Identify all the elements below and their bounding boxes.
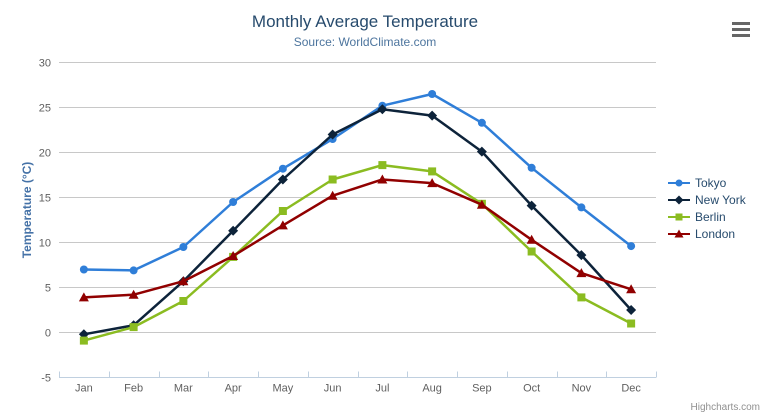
data-point-marker[interactable] bbox=[428, 90, 437, 98]
data-point-marker[interactable] bbox=[228, 225, 239, 236]
data-point-marker[interactable] bbox=[476, 146, 487, 157]
x-axis-tick-label: May bbox=[272, 383, 293, 395]
data-point-marker[interactable] bbox=[626, 284, 637, 294]
data-point-marker[interactable] bbox=[377, 104, 388, 115]
hamburger-icon bbox=[732, 34, 750, 37]
axis-labels: -5 0 5 10 15 20 25 30 Jan Feb Mar Apr May Jun Jul Aug Se… bbox=[39, 58, 642, 395]
data-point-marker[interactable] bbox=[278, 207, 287, 215]
data-point-marker[interactable] bbox=[228, 251, 239, 260]
data-point-marker[interactable] bbox=[627, 319, 636, 328]
legend-item-berlin[interactable]: Berlin bbox=[668, 209, 746, 224]
x-axis-tick-label: Aug bbox=[422, 383, 442, 395]
legend-item-london[interactable]: London bbox=[668, 226, 746, 241]
data-point-marker[interactable] bbox=[577, 293, 586, 302]
chart-subtitle: Source: WorldClimate.com bbox=[293, 35, 437, 49]
data-point-marker[interactable] bbox=[576, 268, 587, 278]
legend-item-tokyo[interactable]: Tokyo bbox=[668, 175, 746, 190]
data-point-marker[interactable] bbox=[128, 289, 139, 299]
data-point-marker[interactable] bbox=[526, 200, 537, 211]
diamond-legend-marker-icon bbox=[668, 195, 690, 204]
triangle-icon bbox=[674, 229, 684, 237]
data-point-marker[interactable] bbox=[129, 323, 138, 332]
credits-link[interactable]: Highcharts.com bbox=[690, 402, 760, 413]
data-point-marker[interactable] bbox=[229, 198, 238, 206]
data-point-marker[interactable] bbox=[577, 203, 586, 212]
square-icon bbox=[675, 213, 683, 220]
series-line[interactable] bbox=[82, 163, 633, 342]
data-point-marker[interactable] bbox=[278, 164, 287, 173]
data-point-marker[interactable] bbox=[576, 250, 587, 261]
hamburger-icon bbox=[732, 28, 750, 31]
x-axis-tick-label: Dec bbox=[621, 383, 641, 395]
data-point-marker[interactable] bbox=[129, 266, 138, 275]
data-point-marker[interactable] bbox=[526, 234, 537, 244]
data-point-marker[interactable] bbox=[527, 247, 536, 256]
legend: Tokyo New York Berlin London bbox=[668, 175, 746, 241]
data-point-marker[interactable] bbox=[179, 243, 188, 251]
circle-legend-marker-icon bbox=[668, 179, 690, 186]
y-axis-tick-label: 30 bbox=[39, 58, 51, 70]
data-point-marker[interactable] bbox=[178, 276, 189, 286]
data-point-marker[interactable] bbox=[78, 292, 89, 302]
x-axis-tick-label: Jan bbox=[75, 383, 93, 395]
y-axis-tick-label: -5 bbox=[41, 373, 51, 385]
x-axis-tick-label: Jun bbox=[324, 383, 342, 395]
series-line[interactable] bbox=[82, 92, 633, 272]
legend-item-label: London bbox=[695, 226, 736, 241]
data-point-marker[interactable] bbox=[277, 174, 288, 185]
data-point-marker[interactable] bbox=[428, 167, 437, 176]
y-axis-tick-label: 15 bbox=[39, 193, 51, 205]
x-axis-tick-label: Sep bbox=[472, 383, 492, 395]
triangle-legend-marker-icon bbox=[668, 229, 690, 237]
x-axis-tick-label: Feb bbox=[124, 383, 143, 395]
data-point-marker[interactable] bbox=[179, 297, 188, 305]
x-axis-tick-label: Nov bbox=[572, 383, 592, 395]
legend-item-new-york[interactable]: New York bbox=[668, 192, 746, 207]
series-london bbox=[78, 174, 637, 302]
series-tokyo bbox=[79, 90, 636, 275]
data-point-marker[interactable] bbox=[427, 110, 438, 121]
data-point-marker[interactable] bbox=[626, 305, 637, 315]
data-point-marker[interactable] bbox=[327, 129, 338, 140]
data-point-marker[interactable] bbox=[378, 161, 387, 170]
data-point-marker[interactable] bbox=[327, 190, 338, 200]
y-axis-tick-label: 20 bbox=[39, 148, 51, 160]
x-axis-tick-label: Oct bbox=[523, 383, 540, 395]
y-axis-tick-label: 5 bbox=[45, 283, 51, 295]
series-line[interactable] bbox=[82, 108, 633, 336]
y-axis-tick-label: 10 bbox=[39, 238, 51, 250]
y-axis-tick-label: 25 bbox=[39, 103, 51, 115]
square-legend-marker-icon bbox=[668, 213, 690, 220]
data-point-marker[interactable] bbox=[477, 118, 486, 127]
legend-item-label: New York bbox=[695, 192, 746, 207]
data-point-marker[interactable] bbox=[476, 199, 487, 209]
hamburger-icon bbox=[732, 22, 750, 25]
data-point-marker[interactable] bbox=[277, 220, 288, 230]
data-point-marker[interactable] bbox=[79, 336, 88, 345]
gridlines bbox=[59, 62, 656, 333]
x-axis bbox=[59, 371, 657, 378]
legend-item-label: Berlin bbox=[695, 209, 726, 224]
data-point-marker[interactable] bbox=[627, 242, 636, 251]
data-point-marker[interactable] bbox=[527, 163, 536, 172]
legend-item-label: Tokyo bbox=[695, 175, 727, 190]
data-point-marker[interactable] bbox=[377, 174, 388, 184]
x-axis-tick-label: Jul bbox=[375, 383, 389, 395]
x-axis-tick-label: Mar bbox=[174, 383, 193, 395]
data-point-marker[interactable] bbox=[328, 175, 337, 184]
series-line[interactable] bbox=[82, 178, 633, 299]
data-point-marker[interactable] bbox=[79, 265, 88, 274]
circle-icon bbox=[675, 179, 683, 186]
data-point-marker[interactable] bbox=[427, 178, 438, 188]
x-axis-tick-label: Apr bbox=[225, 383, 242, 395]
export-menu-button[interactable] bbox=[728, 19, 754, 40]
chart-title: Monthly Average Temperature bbox=[251, 12, 479, 31]
series-new-york bbox=[78, 104, 637, 340]
y-axis-tick-label: 0 bbox=[45, 328, 51, 340]
diamond-icon bbox=[674, 195, 684, 204]
